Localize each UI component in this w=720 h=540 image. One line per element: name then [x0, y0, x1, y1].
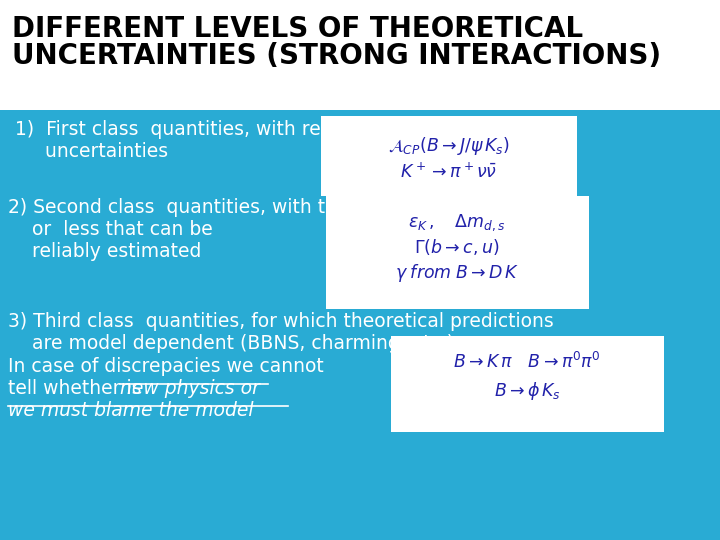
Text: are model dependent (BBNS, charming, etc.): are model dependent (BBNS, charming, etc… — [8, 334, 454, 353]
FancyBboxPatch shape — [391, 336, 664, 432]
Text: $B{\rightarrow}K\,\pi\quad B\rightarrow\pi^0\pi^0$: $B{\rightarrow}K\,\pi\quad B\rightarrow\… — [453, 352, 601, 372]
Text: we must blame the model: we must blame the model — [8, 401, 253, 420]
Text: 1)  First class  quantities, with reduced or  negligible: 1) First class quantities, with reduced … — [15, 120, 506, 139]
Text: reliably estimated: reliably estimated — [8, 242, 202, 261]
Text: uncertainties: uncertainties — [15, 142, 168, 161]
Text: $\mathcal{A}_{CP}(B \rightarrow J/\psi\, K_s)$: $\mathcal{A}_{CP}(B \rightarrow J/\psi\,… — [388, 135, 510, 157]
FancyBboxPatch shape — [326, 196, 589, 309]
Text: 2) Second class  quantities, with theoretical errors of O(10%): 2) Second class quantities, with theoret… — [8, 198, 580, 217]
FancyBboxPatch shape — [321, 116, 577, 196]
Text: new physics or: new physics or — [120, 379, 260, 398]
Text: DIFFERENT LEVELS OF THEORETICAL: DIFFERENT LEVELS OF THEORETICAL — [12, 15, 583, 43]
Text: 3) Third class  quantities, for which theoretical predictions: 3) Third class quantities, for which the… — [8, 312, 554, 331]
Text: $\gamma\; from\; B \rightarrow D\,K$: $\gamma\; from\; B \rightarrow D\,K$ — [395, 262, 519, 284]
Text: tell whether is: tell whether is — [8, 379, 148, 398]
Text: $B{\rightarrow}\phi\, K_s$: $B{\rightarrow}\phi\, K_s$ — [493, 380, 560, 402]
FancyBboxPatch shape — [0, 0, 720, 110]
Text: UNCERTAINTIES (STRONG INTERACTIONS): UNCERTAINTIES (STRONG INTERACTIONS) — [12, 42, 661, 70]
Text: $\varepsilon_K\,,\quad \Delta m_{d,s}$: $\varepsilon_K\,,\quad \Delta m_{d,s}$ — [408, 212, 505, 233]
Text: $K^+ \rightarrow \pi^+\nu\bar{\nu}$: $K^+ \rightarrow \pi^+\nu\bar{\nu}$ — [400, 162, 498, 181]
Text: $\Gamma(b \rightarrow c,u)$: $\Gamma(b \rightarrow c,u)$ — [414, 237, 500, 257]
Text: or  less that can be: or less that can be — [8, 220, 212, 239]
Text: In case of discrepacies we cannot: In case of discrepacies we cannot — [8, 357, 324, 376]
